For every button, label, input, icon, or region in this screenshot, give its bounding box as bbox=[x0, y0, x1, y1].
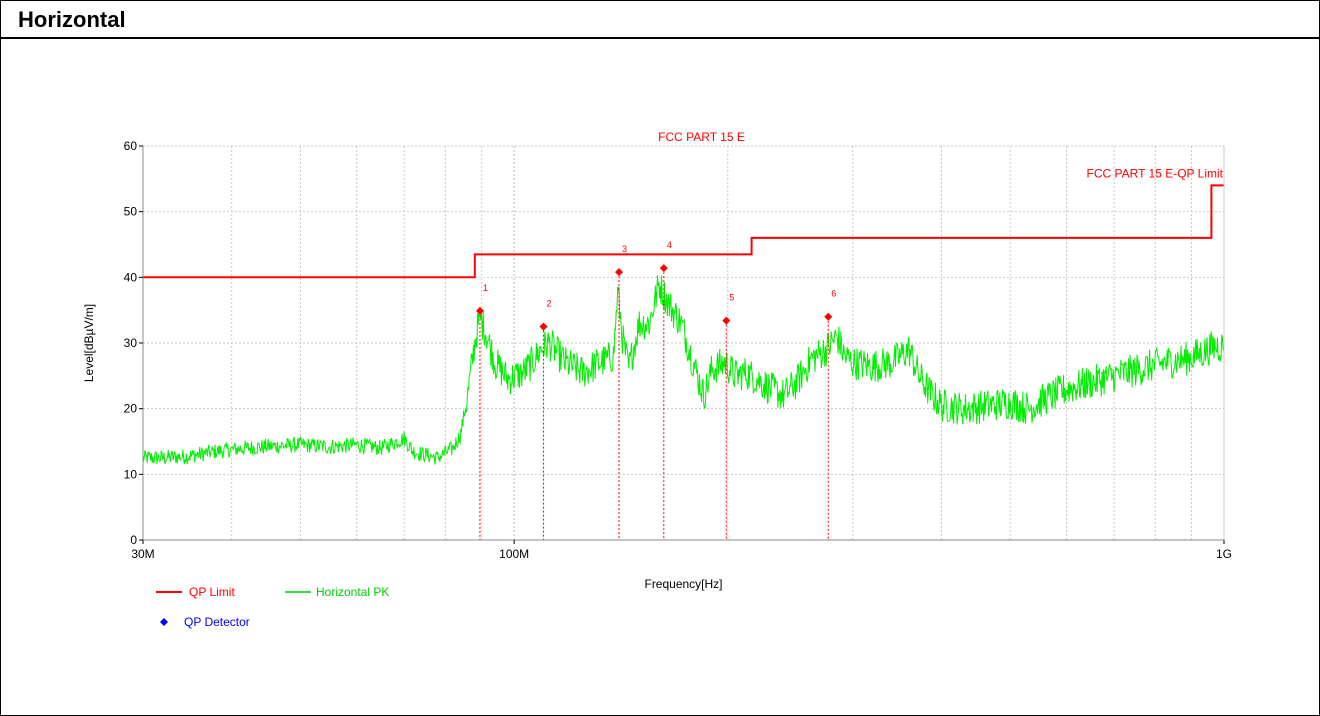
marker-label: 5 bbox=[729, 293, 734, 303]
x-tick-label: 30M bbox=[131, 547, 154, 561]
series-layer bbox=[142, 184, 1225, 465]
marker-point bbox=[475, 306, 484, 315]
legend-qp-limit-label: QP Limit bbox=[189, 585, 235, 599]
marker-point bbox=[722, 316, 731, 325]
legend: QP Limit Horizontal PK QP Detector bbox=[156, 585, 389, 629]
marker-layer: 1 2 3 4 5 6 bbox=[475, 240, 836, 540]
x-tick-label: 1G bbox=[1216, 547, 1232, 561]
legend-horizontal-pk-label: Horizontal PK bbox=[316, 585, 389, 599]
marker-point bbox=[659, 264, 668, 273]
chart-title: FCC PART 15 E bbox=[658, 130, 745, 144]
marker-label: 2 bbox=[547, 299, 552, 309]
section-header: Horizontal bbox=[1, 1, 1319, 39]
marker-point bbox=[539, 322, 548, 331]
x-tick-label: 100M bbox=[499, 547, 529, 561]
marker-point bbox=[824, 312, 833, 321]
y-tick-label: 20 bbox=[124, 402, 138, 416]
x-axis-label: Frequency[Hz] bbox=[644, 577, 722, 591]
y-tick-label: 50 bbox=[124, 205, 138, 219]
legend-qp-detector-swatch bbox=[160, 618, 168, 626]
marker-point bbox=[614, 268, 623, 277]
marker-label: 4 bbox=[667, 240, 672, 250]
marker-label: 6 bbox=[831, 289, 836, 299]
grid bbox=[143, 145, 1224, 540]
marker-label: 3 bbox=[622, 244, 627, 254]
qp-limit-line bbox=[143, 184, 1224, 279]
limit-label: FCC PART 15 E-QP Limit bbox=[1087, 166, 1224, 180]
axes: 0 10 20 30 40 50 60 30M 100M 1G bbox=[124, 139, 1232, 561]
text-layer: FCC PART 15 E FCC PART 15 E-QP Limit Fre… bbox=[82, 130, 1224, 591]
marker-label: 1 bbox=[483, 283, 488, 293]
y-tick-label: 0 bbox=[130, 533, 137, 547]
section-title: Horizontal bbox=[18, 7, 126, 32]
legend-qp-detector-label: QP Detector bbox=[184, 615, 250, 629]
y-tick-label: 10 bbox=[124, 467, 138, 481]
y-tick-label: 30 bbox=[124, 336, 138, 350]
y-axis-label: Level[dBµV/m] bbox=[82, 304, 96, 382]
horizontal-pk-trace bbox=[142, 275, 1225, 465]
y-tick-label: 40 bbox=[124, 270, 138, 284]
y-tick-label: 60 bbox=[124, 139, 138, 153]
